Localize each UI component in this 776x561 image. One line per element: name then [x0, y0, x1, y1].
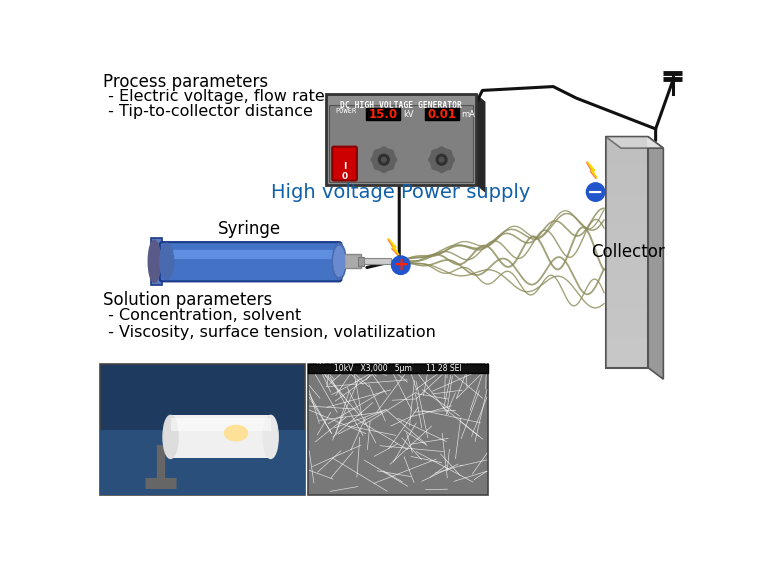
Circle shape [374, 164, 379, 169]
Text: Solution parameters: Solution parameters [102, 291, 272, 309]
Circle shape [587, 183, 605, 201]
FancyBboxPatch shape [166, 250, 333, 259]
FancyBboxPatch shape [606, 338, 647, 367]
FancyBboxPatch shape [606, 310, 647, 338]
Circle shape [431, 150, 437, 155]
FancyBboxPatch shape [606, 194, 647, 223]
Circle shape [391, 157, 397, 163]
FancyBboxPatch shape [100, 364, 305, 495]
Circle shape [436, 154, 447, 165]
FancyBboxPatch shape [606, 280, 647, 309]
Text: High voltage Power supply: High voltage Power supply [272, 182, 531, 201]
Circle shape [381, 147, 386, 153]
Ellipse shape [263, 415, 278, 458]
FancyBboxPatch shape [308, 364, 488, 373]
Text: POWER: POWER [335, 108, 357, 114]
Polygon shape [587, 162, 597, 179]
Ellipse shape [224, 425, 248, 441]
Circle shape [371, 157, 376, 163]
Ellipse shape [163, 415, 178, 458]
Ellipse shape [160, 243, 174, 279]
FancyBboxPatch shape [358, 257, 364, 266]
FancyBboxPatch shape [326, 94, 476, 185]
Text: Syringe: Syringe [217, 220, 281, 238]
Circle shape [430, 148, 453, 171]
Text: +: + [393, 256, 408, 274]
FancyBboxPatch shape [171, 419, 271, 431]
Text: Collector: Collector [591, 243, 665, 261]
Circle shape [439, 167, 445, 172]
Text: 0.01: 0.01 [427, 108, 456, 121]
Circle shape [382, 158, 386, 162]
Text: - Tip-to-collector distance: - Tip-to-collector distance [102, 104, 313, 119]
FancyBboxPatch shape [332, 146, 357, 181]
Polygon shape [476, 94, 486, 193]
Circle shape [374, 150, 379, 155]
FancyBboxPatch shape [171, 415, 271, 458]
Ellipse shape [148, 240, 161, 283]
Circle shape [439, 158, 444, 162]
Text: 10kV   X3,000   5μm      11 28 SEI: 10kV X3,000 5μm 11 28 SEI [334, 364, 462, 373]
Text: DC HIGH VOLTAGE GENERATOR: DC HIGH VOLTAGE GENERATOR [340, 100, 462, 109]
Circle shape [388, 164, 393, 169]
Ellipse shape [332, 243, 346, 279]
FancyBboxPatch shape [308, 364, 488, 495]
Text: 15.0: 15.0 [369, 108, 397, 121]
Circle shape [429, 157, 435, 163]
Circle shape [379, 154, 390, 165]
FancyBboxPatch shape [606, 165, 647, 194]
FancyBboxPatch shape [366, 108, 400, 121]
Circle shape [446, 150, 452, 155]
FancyBboxPatch shape [424, 108, 459, 121]
Text: - Electric voltage, flow rate: - Electric voltage, flow rate [102, 89, 324, 104]
Polygon shape [326, 94, 486, 102]
Text: −: − [587, 182, 604, 201]
FancyBboxPatch shape [364, 258, 391, 264]
Ellipse shape [334, 246, 345, 277]
Text: Process parameters: Process parameters [102, 73, 268, 91]
FancyBboxPatch shape [606, 137, 647, 165]
FancyBboxPatch shape [606, 223, 647, 251]
Polygon shape [605, 137, 663, 148]
Circle shape [381, 167, 386, 172]
FancyBboxPatch shape [160, 242, 341, 282]
Text: mA: mA [462, 110, 476, 119]
Circle shape [439, 147, 445, 153]
Text: - Concentration, solvent: - Concentration, solvent [102, 307, 301, 323]
Circle shape [388, 150, 393, 155]
Circle shape [446, 164, 452, 169]
FancyBboxPatch shape [329, 105, 473, 182]
FancyBboxPatch shape [151, 238, 162, 285]
Circle shape [392, 256, 410, 274]
Text: kV: kV [403, 110, 414, 119]
Text: I
0: I 0 [341, 162, 348, 181]
Polygon shape [388, 239, 398, 256]
Circle shape [431, 164, 437, 169]
Polygon shape [389, 238, 399, 255]
FancyBboxPatch shape [606, 252, 647, 280]
Polygon shape [648, 137, 663, 379]
Polygon shape [587, 161, 597, 178]
FancyBboxPatch shape [100, 430, 305, 495]
FancyBboxPatch shape [344, 255, 361, 268]
Text: - Viscosity, surface tension, volatilization: - Viscosity, surface tension, volatiliza… [102, 324, 435, 339]
Circle shape [372, 148, 396, 171]
Circle shape [449, 157, 454, 163]
FancyBboxPatch shape [159, 257, 182, 266]
FancyBboxPatch shape [605, 137, 648, 367]
